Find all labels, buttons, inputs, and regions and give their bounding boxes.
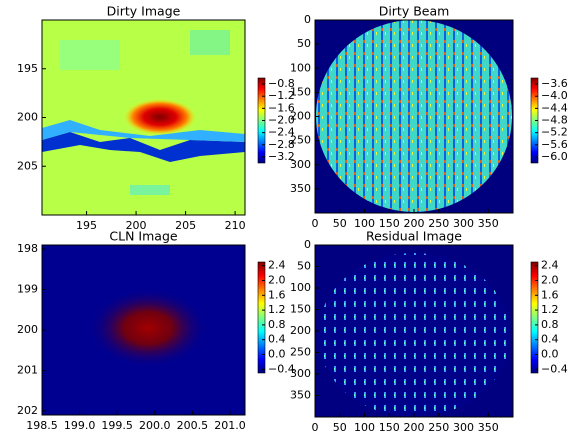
y-tick-label: 350 bbox=[290, 182, 311, 195]
x-tick-label: 201.0 bbox=[214, 419, 246, 432]
x-tick-label: 200 bbox=[404, 421, 425, 434]
y-tick-label: 300 bbox=[290, 158, 311, 171]
y-tick-label: 100 bbox=[290, 61, 311, 74]
colorbar-tick-label: −5.6 bbox=[541, 138, 568, 151]
panel-title: Dirty Image bbox=[107, 4, 181, 19]
colorbar bbox=[531, 262, 538, 373]
x-tick-label: 0 bbox=[312, 217, 319, 230]
x-tick-label: 200.5 bbox=[177, 419, 209, 432]
y-tick-label: 50 bbox=[297, 37, 311, 50]
y-tick-label: 201 bbox=[17, 363, 38, 376]
colorbar-tick-label: 1.6 bbox=[268, 288, 286, 301]
colorbar-tick-label: 0.0 bbox=[268, 348, 286, 361]
cln-image-pixels bbox=[42, 245, 245, 415]
x-tick-label: 350 bbox=[478, 421, 499, 434]
colorbar-tick-label: 0.8 bbox=[541, 318, 559, 331]
colorbar-tick-label: −4.0 bbox=[541, 89, 568, 102]
y-tick-label: 350 bbox=[290, 389, 311, 402]
y-tick-label: 150 bbox=[290, 303, 311, 316]
y-tick-label: 200 bbox=[290, 324, 311, 337]
y-tick-label: 200 bbox=[17, 111, 38, 124]
y-tick-label: 250 bbox=[290, 346, 311, 359]
x-tick-label: 199.0 bbox=[64, 419, 96, 432]
colorbar-tick-label: 0.4 bbox=[541, 333, 559, 346]
colorbar-tick-label: 1.2 bbox=[268, 303, 286, 316]
x-tick-label: 150 bbox=[379, 421, 400, 434]
y-tick-label: 202 bbox=[17, 404, 38, 417]
x-tick-label: 0 bbox=[312, 421, 319, 434]
colorbar-tick-label: 0.4 bbox=[268, 333, 286, 346]
y-tick-label: 195 bbox=[17, 62, 38, 75]
colorbar-tick-label: 1.2 bbox=[541, 303, 559, 316]
colorbar-tick-label: 2.0 bbox=[268, 274, 286, 287]
x-tick-label: 205 bbox=[175, 219, 196, 232]
x-tick-label: 198.5 bbox=[26, 419, 58, 432]
colorbar-tick-label: −0.4 bbox=[541, 362, 568, 375]
y-tick-label: 200 bbox=[290, 110, 311, 123]
residual-image-pixels bbox=[315, 245, 513, 417]
colorbar bbox=[258, 262, 265, 373]
x-tick-label: 50 bbox=[333, 421, 347, 434]
colorbar-tick-label: 0.8 bbox=[268, 318, 286, 331]
x-tick-label: 250 bbox=[428, 421, 449, 434]
x-tick-label: 350 bbox=[478, 217, 499, 230]
colorbar-tick-label: −3.6 bbox=[541, 77, 568, 90]
x-tick-label: 50 bbox=[333, 217, 347, 230]
x-tick-label: 200.0 bbox=[139, 419, 171, 432]
x-tick-label: 210 bbox=[225, 219, 246, 232]
y-tick-label: 250 bbox=[290, 134, 311, 147]
y-tick-label: 198 bbox=[17, 242, 38, 255]
x-tick-label: 100 bbox=[354, 421, 375, 434]
y-tick-label: 300 bbox=[290, 367, 311, 380]
y-tick-label: 205 bbox=[17, 159, 38, 172]
y-tick-label: 200 bbox=[17, 323, 38, 336]
colorbar-tick-label: 0.0 bbox=[541, 348, 559, 361]
y-tick-label: 100 bbox=[290, 281, 311, 294]
colorbar-tick-label: 1.6 bbox=[541, 288, 559, 301]
x-tick-label: 199.5 bbox=[101, 419, 133, 432]
panel-title: Dirty Beam bbox=[379, 4, 450, 19]
y-tick-label: 0 bbox=[304, 13, 311, 26]
x-tick-label: 195 bbox=[76, 219, 97, 232]
dirty-beam-pixels bbox=[315, 20, 513, 213]
colorbar-tick-label: −6.0 bbox=[541, 150, 568, 163]
colorbar-tick-label: 2.0 bbox=[541, 274, 559, 287]
y-tick-label: 50 bbox=[297, 260, 311, 273]
dirty-image-pixels bbox=[42, 20, 245, 215]
colorbar-tick-label: 2.4 bbox=[541, 259, 559, 272]
x-tick-label: 300 bbox=[453, 421, 474, 434]
colorbar-tick-label: −4.4 bbox=[541, 101, 568, 114]
colorbar-tick-label: −5.2 bbox=[541, 126, 568, 139]
figure: Dirty Image195200205210195200205−0.8−1.2… bbox=[0, 0, 580, 439]
colorbar-tick-label: −4.8 bbox=[541, 114, 568, 127]
panel-title: CLN Image bbox=[109, 229, 177, 244]
colorbar-tick-label: 2.4 bbox=[268, 259, 286, 272]
y-tick-label: 150 bbox=[290, 85, 311, 98]
panel-title: Residual Image bbox=[366, 229, 462, 244]
y-tick-label: 199 bbox=[17, 283, 38, 296]
y-tick-label: 0 bbox=[304, 238, 311, 251]
